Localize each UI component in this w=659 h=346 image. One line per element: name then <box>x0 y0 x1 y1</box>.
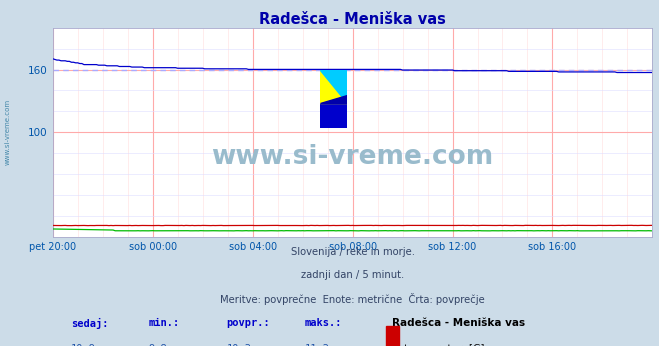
Text: 10,3: 10,3 <box>227 344 252 346</box>
Text: temperatura[C]: temperatura[C] <box>403 344 485 346</box>
Title: Radešca - Meniška vas: Radešca - Meniška vas <box>259 11 446 27</box>
Text: 9,8: 9,8 <box>149 344 167 346</box>
Text: min.:: min.: <box>149 318 180 328</box>
Text: 11,2: 11,2 <box>304 344 330 346</box>
Text: povpr.:: povpr.: <box>227 318 270 328</box>
Text: Slovenija / reke in morje.: Slovenija / reke in morje. <box>291 247 415 257</box>
Text: zadnji dan / 5 minut.: zadnji dan / 5 minut. <box>301 270 404 280</box>
Text: www.si-vreme.com: www.si-vreme.com <box>5 98 11 165</box>
Bar <box>386 326 399 346</box>
Text: 10,9: 10,9 <box>71 344 96 346</box>
Text: www.si-vreme.com: www.si-vreme.com <box>212 144 494 170</box>
Text: Meritve: povprečne  Enote: metrične  Črta: povprečje: Meritve: povprečne Enote: metrične Črta:… <box>220 292 485 304</box>
Text: sedaj:: sedaj: <box>71 318 108 329</box>
Text: Radešca - Meniška vas: Radešca - Meniška vas <box>391 318 525 328</box>
Text: maks.:: maks.: <box>304 318 342 328</box>
